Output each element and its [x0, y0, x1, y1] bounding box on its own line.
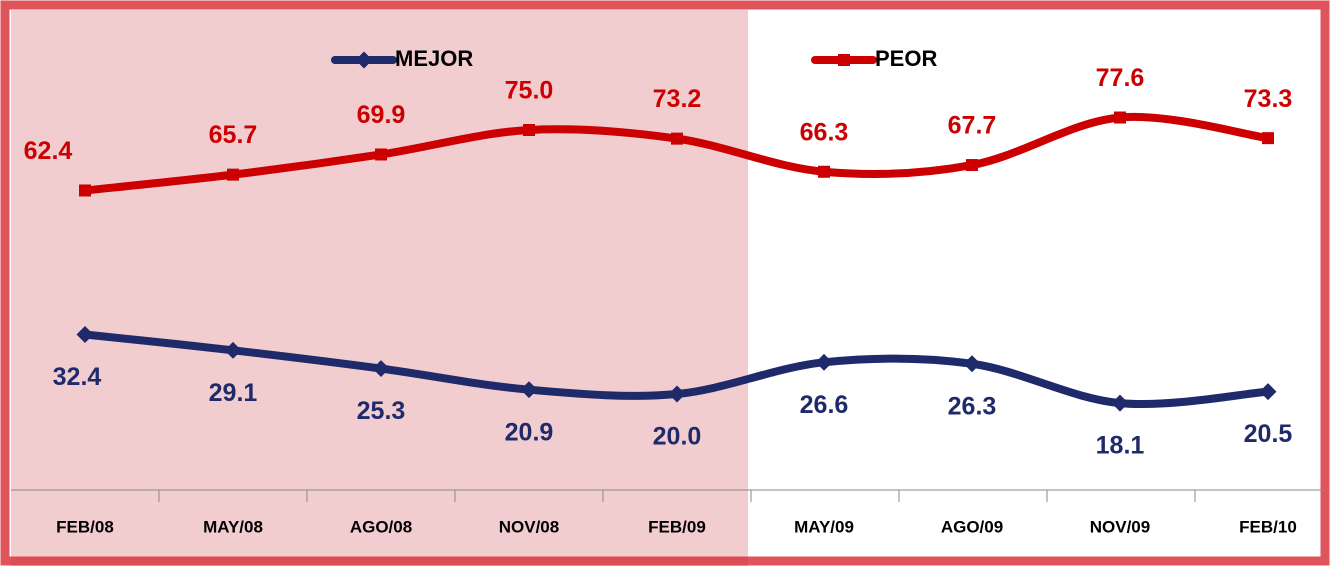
marker	[818, 166, 830, 178]
data-label: 69.9	[357, 101, 406, 129]
marker	[671, 133, 683, 145]
data-label: 26.6	[800, 391, 849, 419]
data-label: 62.4	[24, 137, 73, 165]
data-label: 65.7	[209, 121, 258, 149]
marker	[227, 169, 239, 181]
x-tick-label: MAY/08	[203, 517, 263, 536]
chart: FEB/08 MAY/08 AGO/08 NOV/08 FEB/09 MAY/09 AGO/…	[0, 0, 1330, 566]
x-tick-label: FEB/10	[1239, 517, 1297, 536]
x-tick-label: NOV/08	[499, 517, 559, 536]
data-label: 32.4	[53, 363, 102, 391]
data-label: 20.5	[1244, 420, 1293, 448]
data-label: 26.3	[948, 392, 997, 420]
data-label: 66.3	[800, 118, 849, 146]
marker	[1262, 132, 1274, 144]
data-label: 20.9	[505, 418, 554, 446]
shaded-region	[11, 10, 748, 566]
marker	[1114, 112, 1126, 124]
data-label: 67.7	[948, 112, 997, 140]
x-tick-label: MAY/09	[794, 517, 854, 536]
marker	[966, 159, 978, 171]
data-label: 25.3	[357, 397, 406, 425]
x-tick-label: FEB/09	[648, 517, 706, 536]
data-label: 73.2	[653, 85, 702, 113]
x-tick-label: AGO/08	[350, 517, 412, 536]
x-tick-label: AGO/09	[941, 517, 1003, 536]
legend-marker	[838, 54, 850, 66]
marker	[523, 124, 535, 136]
data-label: 18.1	[1096, 432, 1145, 460]
legend-label: MEJOR	[395, 46, 473, 71]
marker	[375, 148, 387, 160]
data-label: 77.6	[1096, 64, 1145, 92]
legend-label: PEOR	[875, 46, 937, 71]
marker	[79, 184, 91, 196]
data-label: 75.0	[505, 77, 554, 105]
data-label: 29.1	[209, 379, 258, 407]
x-tick-label: NOV/09	[1090, 517, 1150, 536]
x-tick-label: FEB/08	[56, 517, 114, 536]
data-label: 20.0	[653, 423, 702, 451]
data-label: 73.3	[1244, 85, 1293, 113]
